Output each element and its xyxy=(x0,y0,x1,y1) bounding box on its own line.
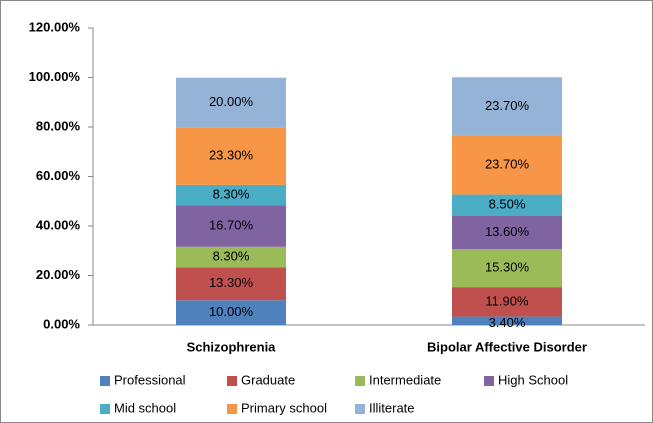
y-tick-label: 20.00% xyxy=(36,267,81,282)
legend-label: High School xyxy=(498,372,568,387)
y-tick-label: 0.00% xyxy=(43,316,80,331)
y-tick-label: 100.00% xyxy=(29,69,81,84)
legend-swatch xyxy=(227,376,237,386)
value-label: 11.90% xyxy=(485,293,529,308)
value-label: 15.30% xyxy=(485,260,530,275)
value-label: 8.30% xyxy=(213,248,250,263)
legend-swatch xyxy=(355,376,365,386)
bar-segment xyxy=(452,135,562,195)
bar-segment xyxy=(176,300,286,325)
legend-swatch xyxy=(100,376,110,386)
legend-swatch xyxy=(227,404,237,414)
y-tick-label: 60.00% xyxy=(36,168,81,183)
bar-segment xyxy=(176,77,286,128)
y-tick-label: 80.00% xyxy=(36,118,81,133)
legend-label: Professional xyxy=(114,372,186,387)
value-label: 13.30% xyxy=(209,275,254,290)
legend-label: Intermediate xyxy=(369,372,441,387)
legend-label: Primary school xyxy=(241,400,327,415)
bar-segment xyxy=(176,127,286,185)
value-label: 8.30% xyxy=(213,187,250,202)
y-tick-label: 120.00% xyxy=(29,19,81,34)
value-label: 13.60% xyxy=(485,224,530,239)
bar-segment xyxy=(176,267,286,301)
legend-swatch xyxy=(355,404,365,414)
bar-segment xyxy=(452,287,562,317)
value-label: 20.00% xyxy=(209,94,254,109)
legend-label: Mid school xyxy=(114,400,176,415)
y-tick-label: 40.00% xyxy=(36,217,81,232)
bar-segment xyxy=(452,77,562,136)
legend-swatch xyxy=(484,376,494,386)
value-label: 8.50% xyxy=(489,197,526,212)
x-tick-label: Schizophrenia xyxy=(187,339,277,354)
bar-segment xyxy=(452,215,562,250)
bar-segment xyxy=(452,249,562,288)
x-tick-label: Bipolar Affective Disorder xyxy=(427,339,587,354)
bar-segment xyxy=(176,246,286,268)
value-label: 23.70% xyxy=(485,157,530,172)
value-label: 16.70% xyxy=(209,218,254,233)
bar-segment xyxy=(176,184,286,206)
value-label: 23.70% xyxy=(485,98,530,113)
value-label: 3.40% xyxy=(489,315,526,330)
bar-segment xyxy=(176,205,286,247)
legend-label: Graduate xyxy=(241,372,295,387)
legend-swatch xyxy=(100,404,110,414)
bar-segment xyxy=(452,194,562,216)
bar-segment xyxy=(452,316,562,325)
value-label: 23.30% xyxy=(209,148,254,163)
legend-label: Illiterate xyxy=(369,400,415,415)
value-label: 10.00% xyxy=(209,304,254,319)
